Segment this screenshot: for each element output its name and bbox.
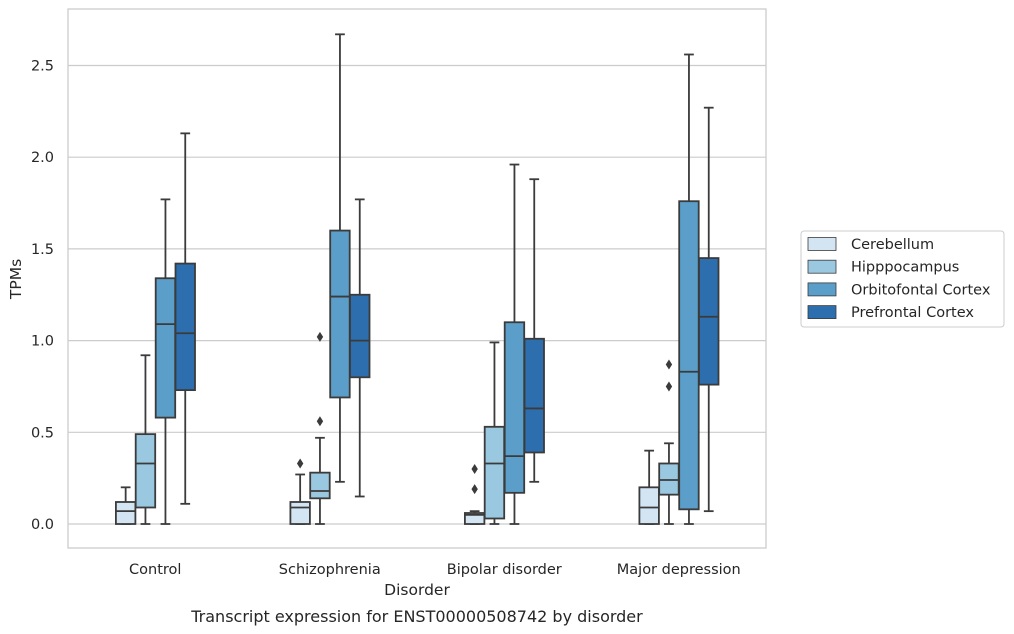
box-body — [289, 501, 311, 525]
box-0-1 — [134, 354, 157, 525]
box-3-3 — [698, 106, 720, 513]
x-tick-label-1: Schizophrenia — [279, 562, 381, 578]
legend-swatch-0 — [807, 237, 837, 251]
box-1-2 — [329, 33, 351, 483]
box-body — [698, 257, 720, 386]
chart-caption: Transcript expression for ENST0000050874… — [190, 607, 643, 626]
y-tick-label-3: 1.5 — [31, 242, 54, 258]
x-tick-label-0: Control — [129, 562, 181, 578]
box-body — [638, 486, 660, 525]
legend-swatch-1 — [807, 259, 837, 274]
legend-swatch-2 — [807, 282, 837, 297]
y-axis-label: TPMs — [7, 259, 25, 300]
box-1-0 — [289, 458, 311, 525]
legend-label-0: Cerebellum — [851, 237, 934, 253]
box-body — [174, 262, 196, 392]
box-2-2 — [503, 163, 526, 525]
box-body — [678, 200, 700, 511]
outlier-1 — [316, 331, 324, 342]
x-tick-label-2: Bipolar disorder — [447, 562, 562, 578]
outlier-0 — [471, 484, 478, 495]
box-body — [658, 462, 680, 496]
box-3-0 — [638, 449, 660, 525]
box-0-0 — [115, 486, 137, 525]
box-body — [503, 321, 526, 494]
box-body — [523, 337, 545, 454]
y-tick-label-1: 0.5 — [31, 425, 54, 441]
legend: Cerebellum Hipppocampus Orbitofontal Corte… — [800, 230, 1005, 328]
y-tick-label-2: 1.0 — [31, 334, 54, 350]
box-0-3 — [174, 132, 196, 505]
box-groups — [115, 33, 720, 525]
box-body — [154, 277, 177, 419]
box-1-3 — [349, 198, 371, 498]
outlier-0 — [316, 416, 324, 427]
box-2-1 — [483, 341, 506, 525]
box-body — [309, 471, 331, 500]
x-axis-ticks: Control Schizophrenia Bipolar disorder Majo… — [129, 562, 741, 578]
legend-label-3: Prefrontal Cortex — [851, 305, 974, 321]
plot-area — [67, 8, 767, 549]
box-2-0 — [463, 463, 486, 525]
y-tick-label-5: 2.5 — [31, 59, 54, 75]
box-0-2 — [154, 198, 177, 525]
box-body — [483, 425, 506, 520]
x-tick-label-3: Major depression — [617, 562, 741, 578]
outlier-1 — [471, 463, 478, 474]
box-body — [134, 433, 157, 509]
box-1-1 — [309, 331, 331, 525]
outlier-0 — [296, 458, 304, 469]
legend-swatch-3 — [807, 305, 837, 320]
y-tick-label-0: 0.0 — [31, 517, 54, 533]
box-body — [349, 293, 371, 379]
legend-label-1: Hipppocampus — [851, 260, 959, 276]
outlier-0 — [665, 381, 673, 392]
box-3-2 — [678, 53, 700, 525]
legend-frame — [800, 230, 1005, 328]
y-tick-label-4: 2.0 — [31, 150, 54, 166]
x-axis-label: Disorder — [384, 581, 450, 599]
box-body — [115, 501, 137, 525]
box-3-1 — [658, 359, 680, 525]
box-body — [329, 229, 351, 399]
outlier-1 — [665, 359, 673, 370]
legend-label-2: Orbitofontal Cortex — [851, 282, 991, 298]
box-2-3 — [523, 178, 545, 483]
y-axis-ticks: 0.0 0.5 1.0 1.5 2.0 2.5 — [31, 59, 54, 534]
